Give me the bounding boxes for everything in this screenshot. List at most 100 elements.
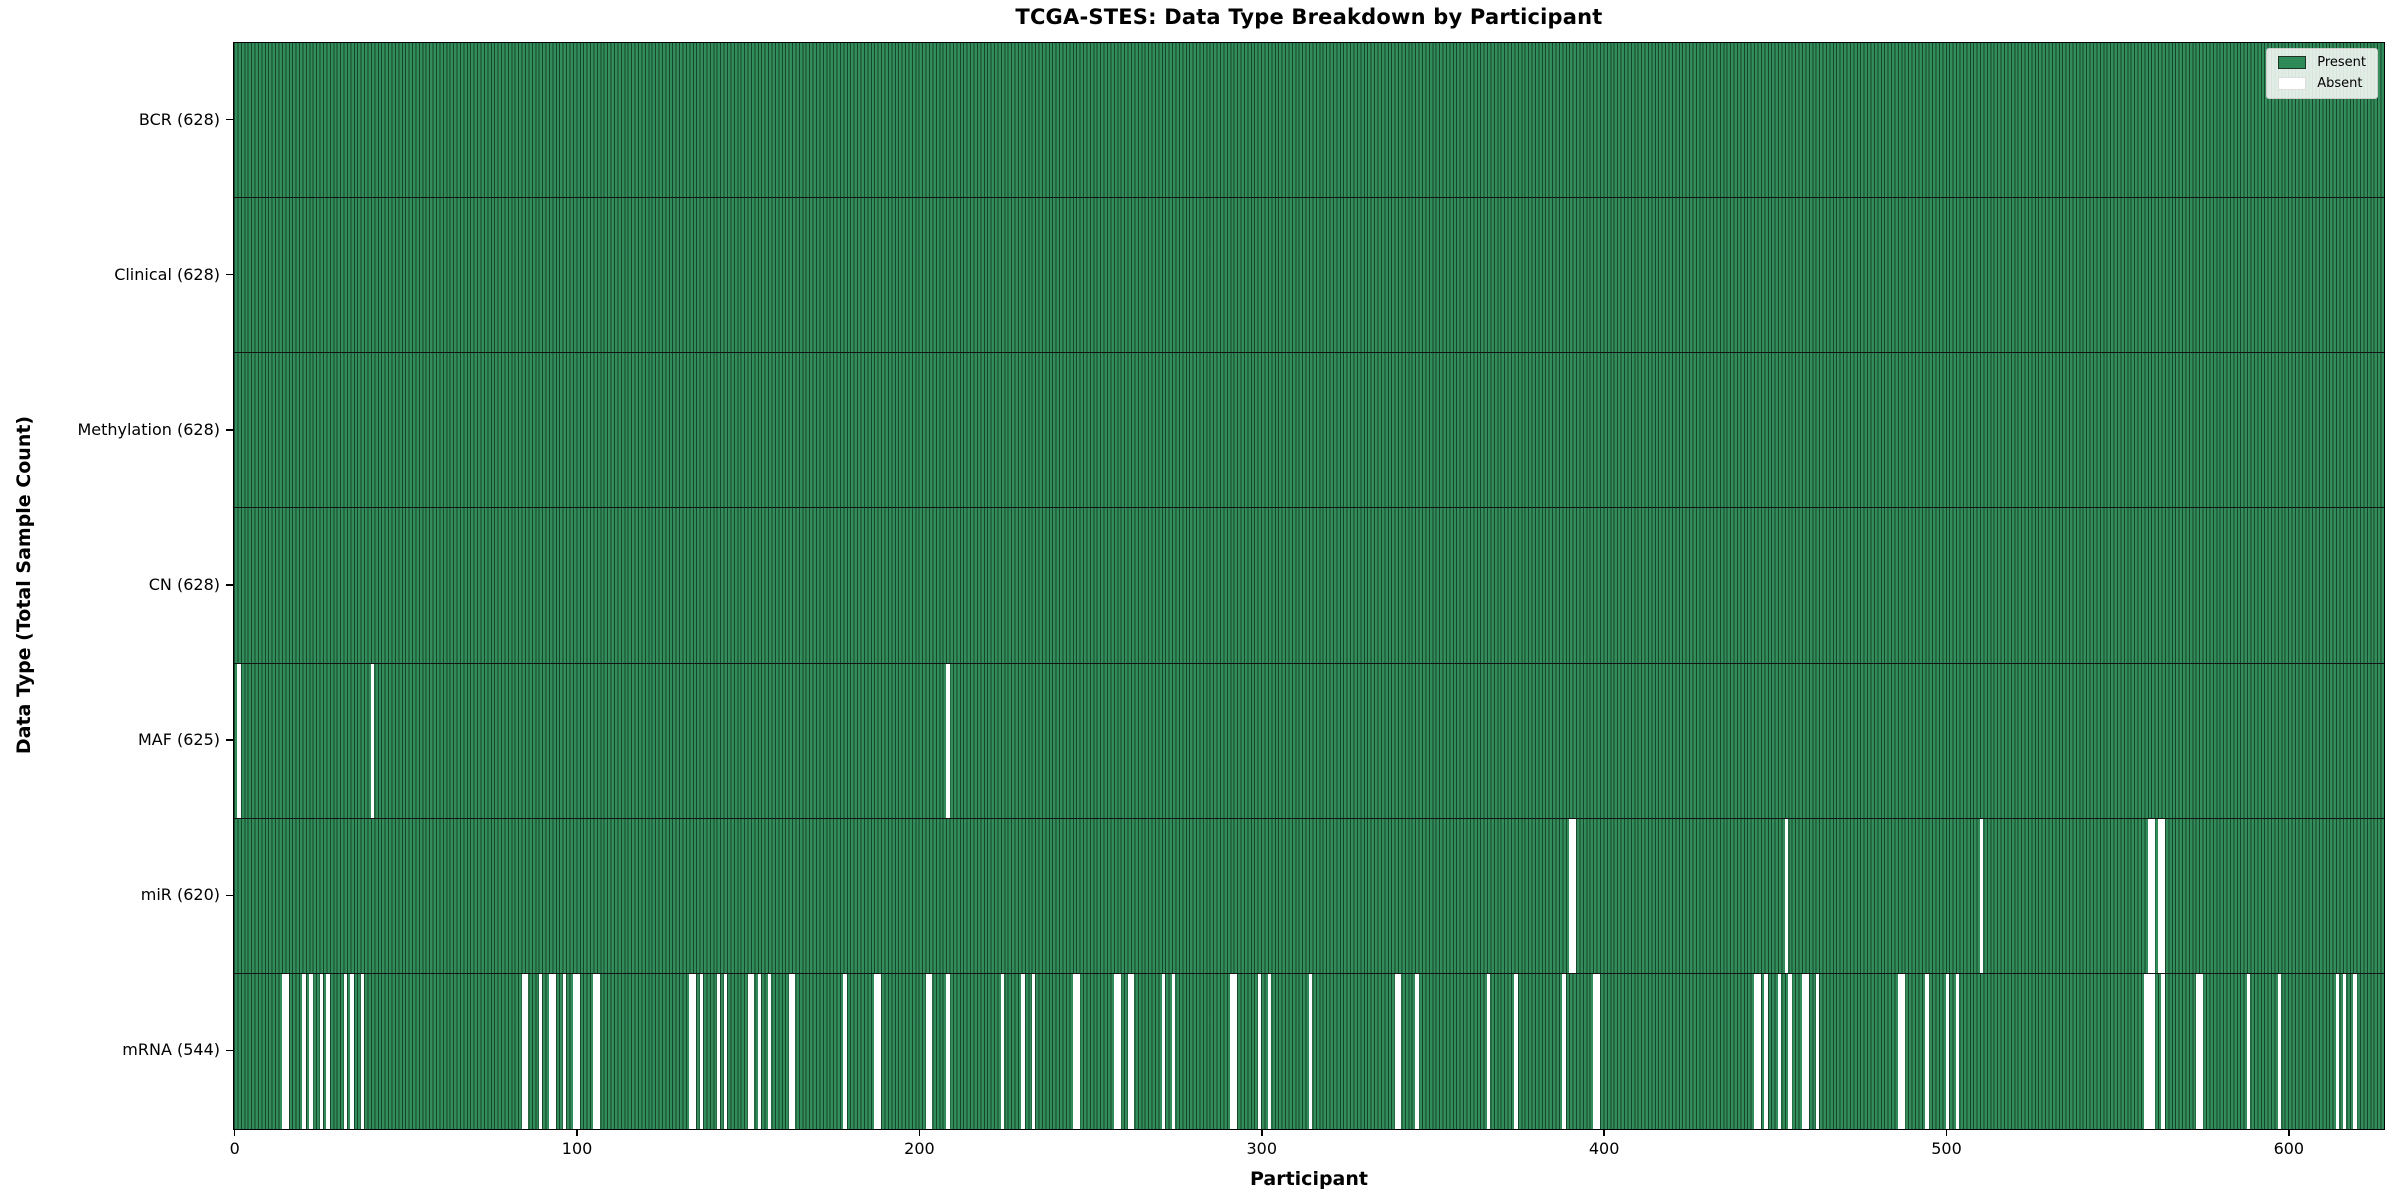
absent-gap: [350, 973, 354, 1129]
absent-gap: [1788, 973, 1792, 1129]
absent-gap: [1127, 973, 1135, 1129]
legend-item-present: Present: [2278, 56, 2366, 69]
absent-gap: [1593, 973, 1600, 1129]
absent-gap: [1764, 973, 1768, 1129]
legend-item-absent: Absent: [2278, 77, 2366, 90]
absent-gap: [1021, 973, 1025, 1129]
x-tick-label-400: 400: [1588, 1139, 1620, 1158]
absent-gap: [1815, 973, 1820, 1129]
absent-gap: [1487, 973, 1491, 1129]
y-tick-label-BCR: BCR (628): [138, 109, 220, 129]
absent-gap: [1754, 973, 1761, 1129]
absent-gap: [1980, 818, 1984, 973]
absent-gap: [309, 973, 313, 1129]
x-tick-mark: [1261, 1129, 1263, 1136]
absent-gap: [1784, 818, 1789, 973]
absent-gap: [1415, 973, 1419, 1129]
absent-gap: [1257, 973, 1262, 1129]
x-axis-label: Participant: [1249, 1168, 1368, 1190]
absent-gap: [360, 973, 365, 1129]
absent-gap: [319, 973, 323, 1129]
chart-title: TCGA-STES: Data Type Breakdown by Partic…: [1015, 5, 1603, 29]
y-tick-mark: [226, 584, 233, 586]
absent-gap: [1031, 973, 1036, 1129]
row-Clinical: [234, 198, 2384, 354]
row-BCR: [234, 43, 2384, 199]
absent-gap: [1778, 973, 1782, 1129]
absent-gap: [1230, 973, 1238, 1129]
absent-gap: [2144, 973, 2155, 1129]
row-mRNA: [234, 973, 2384, 1129]
absent-gap: [1514, 973, 1518, 1129]
present-swatch-icon: [2278, 56, 2307, 69]
y-tick-label-CN: CN (628): [148, 575, 220, 594]
absent-gap: [843, 973, 847, 1129]
absent-gap: [716, 973, 721, 1129]
absent-gap: [2161, 973, 2165, 1129]
absent-gap: [788, 973, 796, 1129]
x-tick-mark: [233, 1129, 236, 1136]
absent-gap: [562, 973, 567, 1129]
absent-gap: [723, 973, 727, 1129]
absent-gap: [1072, 973, 1080, 1129]
absent-gap: [1562, 973, 1566, 1129]
absent-gap: [1945, 973, 1950, 1129]
absent-gap: [548, 973, 556, 1129]
absent-gap: [521, 973, 529, 1129]
absent-gap: [1801, 973, 1809, 1129]
absent-gap: [2342, 973, 2347, 1129]
absent-gap: [1000, 973, 1005, 1129]
legend-label-present: Present: [2317, 55, 2366, 70]
absent-gap: [1394, 973, 1402, 1129]
absent-gap: [1956, 973, 1960, 1129]
absent-gap: [946, 663, 950, 818]
absent-gap: [689, 973, 697, 1129]
absent-gap: [2147, 818, 2155, 973]
absent-gap: [2353, 973, 2357, 1129]
x-tick-label-300: 300: [1246, 1139, 1278, 1158]
y-tick-mark: [226, 273, 233, 276]
y-tick-label-Methylation: Methylation (628): [77, 419, 220, 439]
x-tick-mark: [576, 1129, 578, 1136]
y-tick-mark: [226, 894, 233, 897]
absent-gap: [1309, 973, 1313, 1129]
plot-area: Present Absent: [233, 42, 2385, 1130]
absent-gap: [326, 973, 330, 1129]
absent-gap: [1161, 973, 1166, 1129]
y-tick-mark: [226, 1049, 233, 1052]
x-tick-label-500: 500: [1931, 1139, 1962, 1158]
y-tick-label-miR: miR (620): [140, 885, 220, 905]
absent-gap: [2336, 973, 2340, 1129]
absent-gap: [538, 973, 543, 1129]
row-MAF: [234, 663, 2384, 819]
absent-gap: [768, 973, 772, 1129]
absent-gap: [699, 973, 704, 1129]
absent-gap: [302, 973, 306, 1129]
y-tick-mark: [226, 118, 233, 121]
absent-gap: [237, 663, 241, 818]
absent-gap: [747, 973, 755, 1129]
x-tick-mark: [1945, 1129, 1948, 1136]
x-tick-label-100: 100: [561, 1139, 593, 1158]
y-tick-mark: [226, 739, 233, 741]
absent-gap: [1267, 973, 1272, 1129]
absent-gap: [2277, 973, 2282, 1129]
x-tick-mark: [2288, 1129, 2290, 1136]
absent-gap: [946, 973, 950, 1129]
absent-gap: [2247, 973, 2251, 1129]
absent-gap: [1172, 973, 1176, 1129]
y-tick-label-mRNA: mRNA (544): [122, 1040, 220, 1060]
absent-gap: [1925, 973, 1929, 1129]
absent-gap: [1113, 973, 1121, 1129]
absent-gap: [572, 973, 580, 1129]
absent-gap: [1569, 818, 1577, 973]
row-Methylation: [234, 353, 2384, 509]
absent-gap: [281, 973, 289, 1129]
x-tick-mark: [1603, 1129, 1605, 1136]
y-tick-mark: [226, 429, 233, 431]
row-CN: [234, 508, 2384, 664]
absent-gap: [1897, 973, 1905, 1129]
row-miR: [234, 818, 2384, 974]
x-tick-mark: [918, 1129, 921, 1136]
